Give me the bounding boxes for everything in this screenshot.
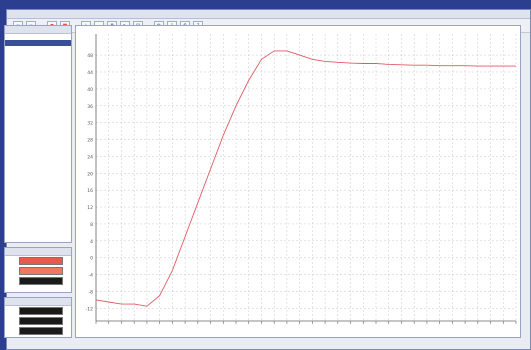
color-row [5, 256, 71, 266]
tree-item[interactable] [5, 46, 71, 52]
color-swatch[interactable] [19, 267, 63, 275]
y-tick-label: 44 [87, 70, 93, 76]
menu-bar [7, 10, 530, 19]
color-swatch[interactable] [19, 257, 63, 265]
color-row [5, 306, 71, 316]
color-swatch[interactable] [19, 317, 63, 325]
color-row [5, 266, 71, 276]
y-tick-label: -12 [86, 306, 93, 312]
color-row [5, 326, 71, 336]
y-tick-label: 48 [87, 53, 93, 59]
y-tick-label: 32 [87, 121, 93, 127]
y-tick-label: 20 [87, 171, 93, 177]
y-tick-label: 16 [87, 188, 93, 194]
color-panel-2-title [5, 298, 71, 306]
y-tick-label: 0 [90, 256, 93, 262]
color-swatch[interactable] [19, 327, 63, 335]
y-tick-label: 40 [87, 87, 93, 93]
y-tick-label: 24 [87, 154, 93, 160]
y-tick-label: 28 [87, 138, 93, 144]
color-swatch[interactable] [19, 307, 63, 315]
y-tick-label: -4 [89, 273, 94, 279]
color-swatch[interactable] [19, 277, 63, 285]
series-line [95, 50, 516, 307]
tree-panel-title [5, 26, 71, 34]
sidebar [4, 25, 72, 338]
color-panel-1 [4, 247, 72, 293]
y-tick-label: -8 [89, 289, 94, 295]
tree-panel [4, 25, 72, 243]
y-tick-label: 36 [87, 104, 93, 110]
color-row [5, 276, 71, 286]
plot-area[interactable]: -12 -8 -4 0 4 8 12 16 20 24 28 32 36 40 44 48 [75, 25, 521, 338]
y-tick-label: 12 [87, 205, 93, 211]
y-tick-label: 4 [90, 239, 93, 245]
tree-list [5, 34, 71, 52]
color-panel-2 [4, 297, 72, 338]
color-panel-1-title [5, 248, 71, 256]
tree-item[interactable] [5, 40, 71, 46]
y-tick-label: 8 [90, 222, 93, 228]
color-row [5, 316, 71, 326]
